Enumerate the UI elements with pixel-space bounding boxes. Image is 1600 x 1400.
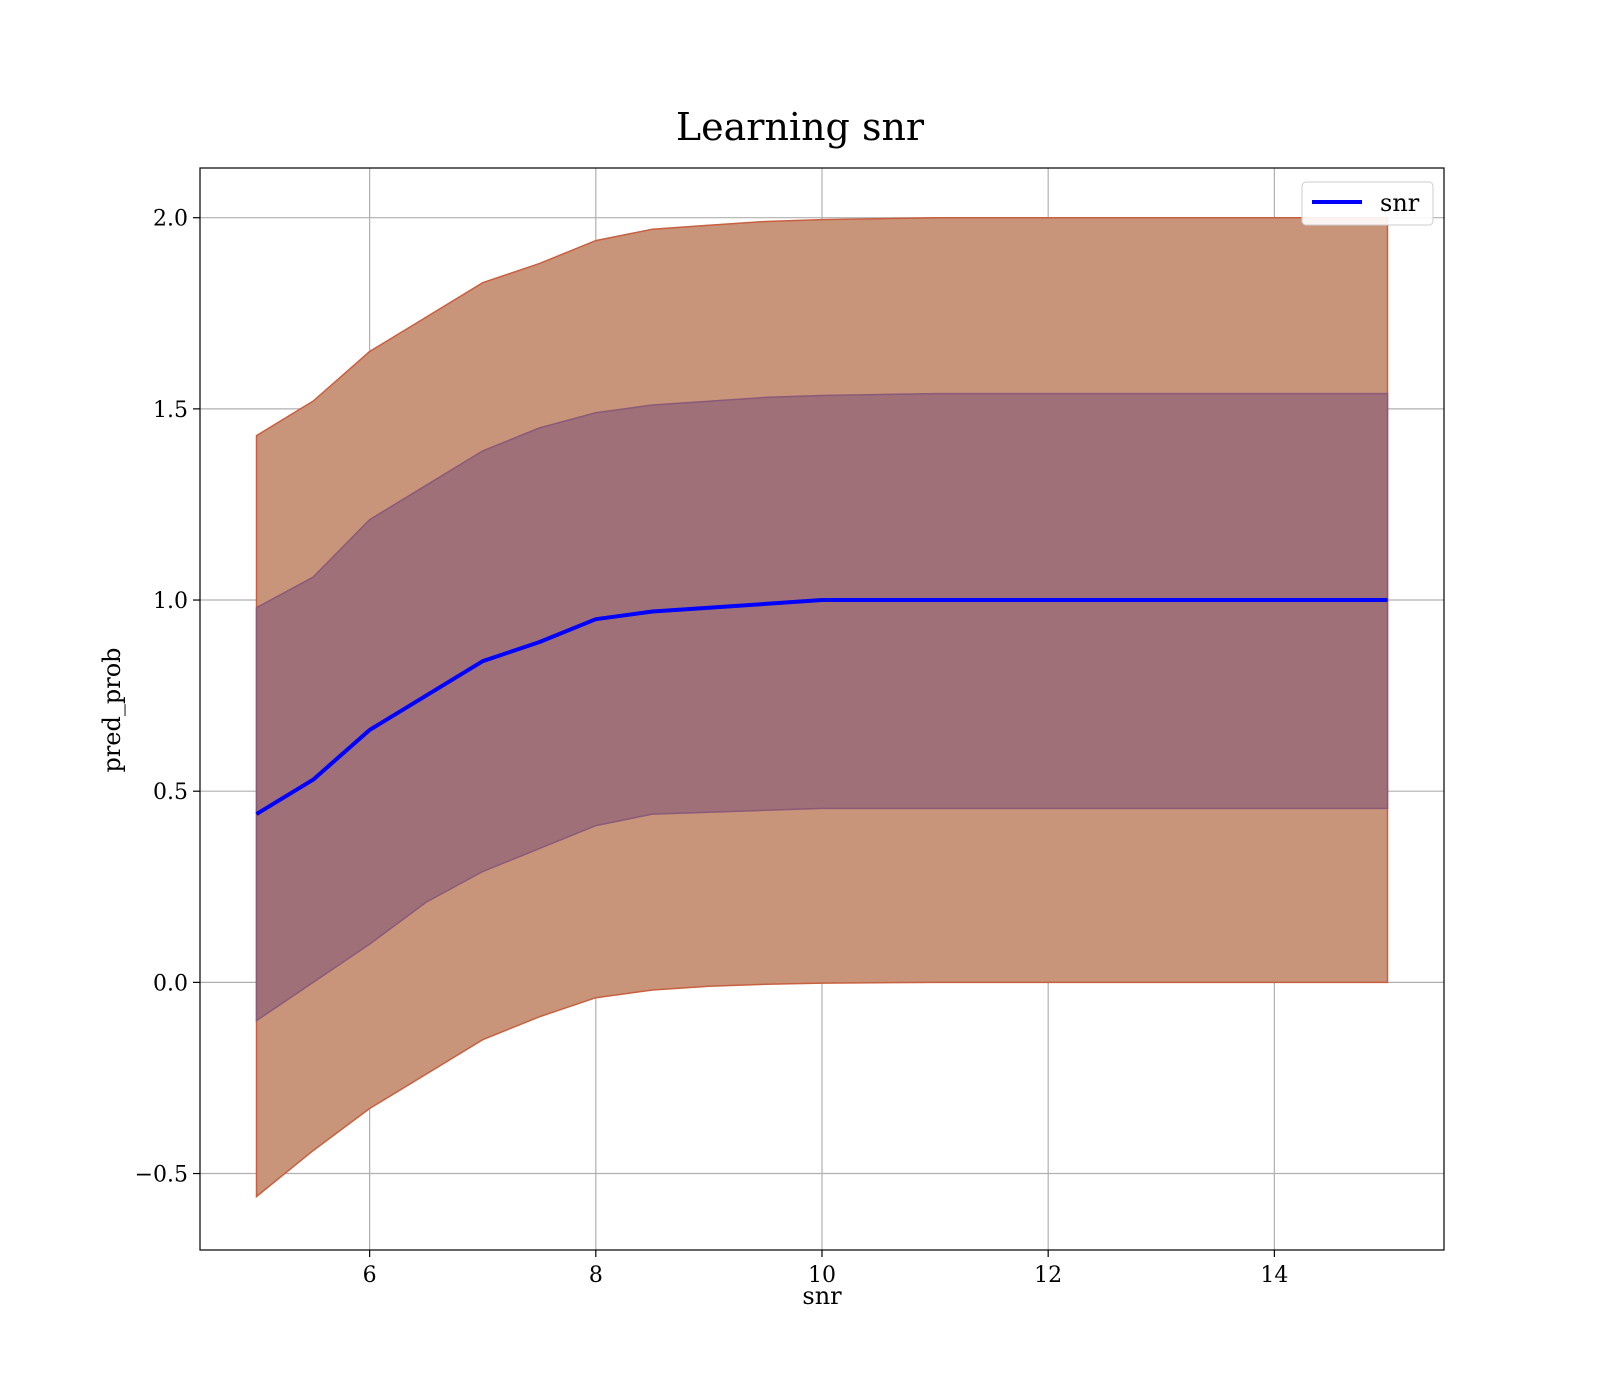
x-axis-ticks: 6 8 10 12 14	[363, 1250, 1288, 1288]
legend-box	[1301, 181, 1434, 226]
y-tick-label: −0.5	[135, 1163, 188, 1188]
x-axis-label: snr	[802, 1282, 842, 1310]
y-tick-label: 0.5	[153, 780, 188, 805]
band-inner	[255, 392, 1389, 1023]
y-tick-label: 1.5	[153, 398, 188, 423]
y-tick-label: 1.0	[153, 589, 188, 614]
series-lines	[255, 598, 1388, 816]
y-tick-label: 0.0	[153, 971, 188, 996]
y-axis-ticks: −0.5 0.0 0.5 1.0 1.5 2.0	[135, 207, 200, 1188]
x-tick-label: 8	[589, 1263, 603, 1288]
confidence-bands	[255, 216, 1389, 1199]
y-axis-label: pred_prob	[98, 647, 126, 772]
chart-title: Learning snr	[676, 105, 925, 149]
x-tick-label: 6	[363, 1263, 377, 1288]
y-tick-label: 2.0	[153, 207, 188, 232]
x-tick-label: 12	[1034, 1263, 1062, 1288]
legend-label: snr	[1380, 189, 1420, 217]
series-line-snr	[255, 598, 1388, 816]
legend: snr	[1301, 181, 1434, 226]
x-tick-label: 14	[1260, 1263, 1288, 1288]
x-tick-label: 10	[808, 1263, 836, 1288]
